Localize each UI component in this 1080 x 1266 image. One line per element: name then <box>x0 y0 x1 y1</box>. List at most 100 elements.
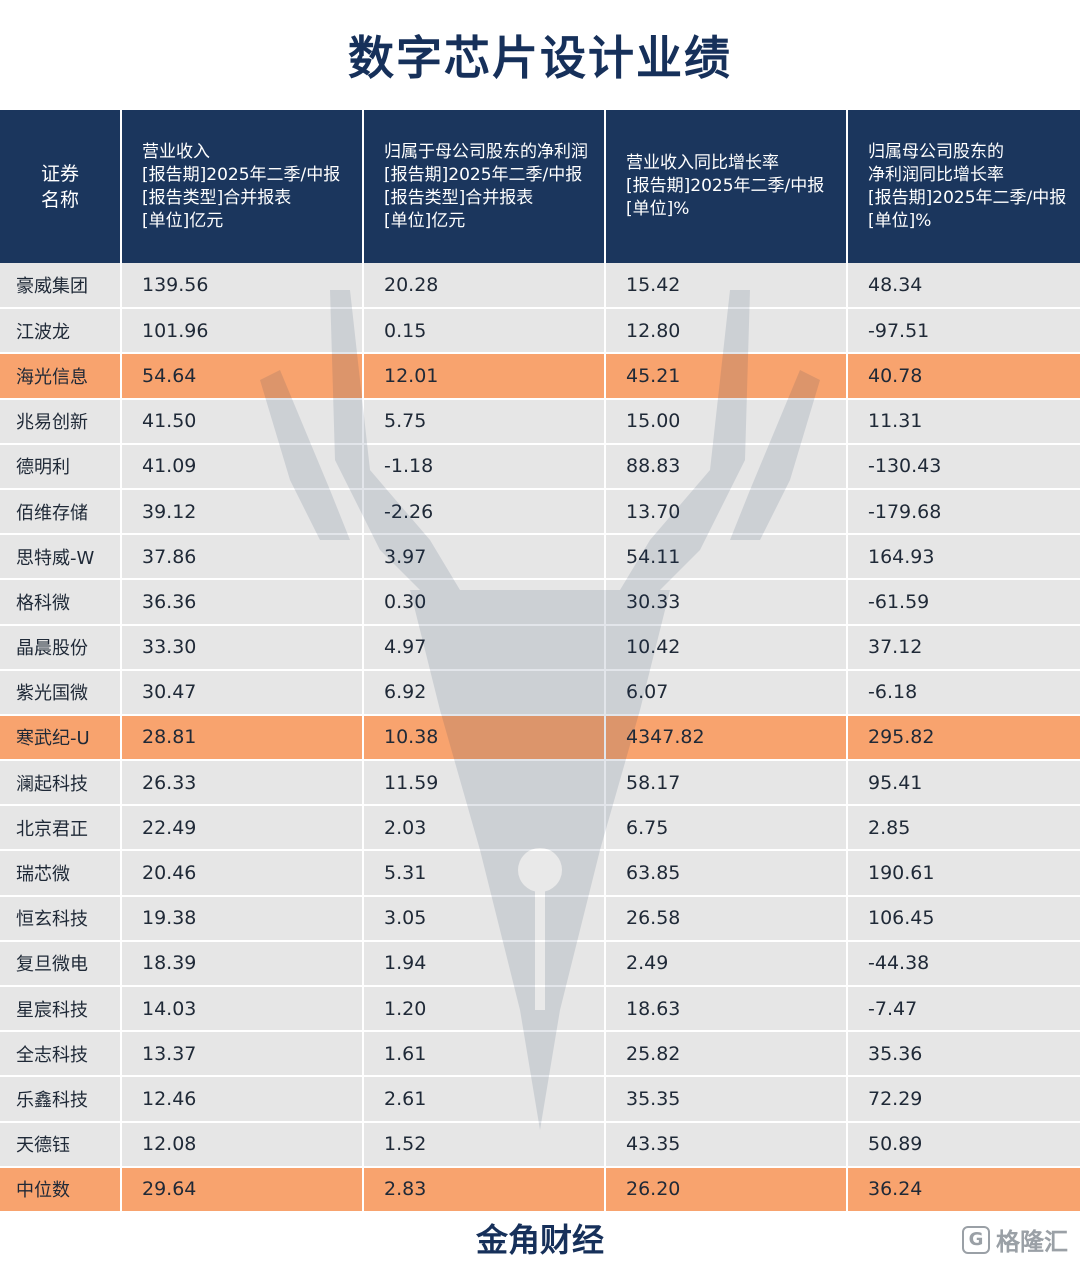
net-profit-cell: 0.15 <box>363 308 606 355</box>
profit-growth-cell: 36.24 <box>847 1166 1080 1213</box>
revenue-cell: 54.64 <box>121 353 364 400</box>
table-row: 澜起科技 26.33 11.59 58.17 95.41 <box>0 760 1080 807</box>
security-name-cell: 复旦微电 <box>0 940 122 988</box>
profit-growth-cell: -7.47 <box>847 986 1080 1033</box>
table-row: 瑞芯微 20.46 5.31 63.85 190.61 <box>0 850 1080 897</box>
profit-growth-cell: -44.38 <box>847 940 1080 988</box>
revenue-growth-cell: 6.75 <box>605 805 848 852</box>
security-name-cell: 豪威集团 <box>0 263 122 310</box>
revenue-growth-cell: 63.85 <box>605 850 848 897</box>
revenue-cell: 41.50 <box>121 398 364 445</box>
security-name-cell: 江波龙 <box>0 308 122 355</box>
table-row-highlighted: 寒武纪-U 28.81 10.38 4347.82 295.82 <box>0 714 1080 762</box>
watermark-brand: G 格隆汇 <box>962 1222 1068 1257</box>
net-profit-cell: 11.59 <box>363 760 606 807</box>
header-line: [单位]亿元 <box>384 210 466 231</box>
footer-brand: 金角财经 <box>475 1221 604 1259</box>
net-profit-cell: 3.97 <box>363 534 606 581</box>
header-line: [报告期]2025年二季/中报 <box>868 187 1067 208</box>
security-name-cell: 瑞芯微 <box>0 850 122 897</box>
security-name-cell: 佰维存储 <box>0 488 122 536</box>
table-row: 复旦微电 18.39 1.94 2.49 -44.38 <box>0 940 1080 988</box>
table-row: 德明利 41.09 -1.18 88.83 -130.43 <box>0 443 1080 490</box>
header-line: 证券 <box>40 162 79 185</box>
column-header-4: 归属母公司股东的 净利润同比增长率 [报告期]2025年二季/中报 [单位]% <box>847 110 1080 263</box>
revenue-growth-cell: 35.35 <box>605 1076 848 1123</box>
net-profit-cell: -1.18 <box>363 443 606 490</box>
security-name-cell: 格科微 <box>0 579 122 626</box>
profit-growth-cell: 37.12 <box>847 624 1080 671</box>
header-line: [报告期]2025年二季/中报 <box>142 164 341 185</box>
security-name-cell: 紫光国微 <box>0 669 122 716</box>
security-name-cell: 德明利 <box>0 443 122 490</box>
table-row: 紫光国微 30.47 6.92 6.07 -6.18 <box>0 669 1080 716</box>
table-row-highlighted: 海光信息 54.64 12.01 45.21 40.78 <box>0 353 1080 400</box>
revenue-cell: 37.86 <box>121 534 364 581</box>
profit-growth-cell: 95.41 <box>847 760 1080 807</box>
column-header-0: 证券 名称 <box>0 110 122 263</box>
table-row: 星宸科技 14.03 1.20 18.63 -7.47 <box>0 986 1080 1033</box>
revenue-cell: 19.38 <box>121 895 364 942</box>
revenue-growth-cell: 15.42 <box>605 263 848 310</box>
header-line: [报告期]2025年二季/中报 <box>626 176 825 196</box>
profit-growth-cell: 35.36 <box>847 1031 1080 1078</box>
revenue-growth-cell: 18.63 <box>605 986 848 1033</box>
table-row: 佰维存储 39.12 -2.26 13.70 -179.68 <box>0 488 1080 536</box>
table-row: 恒玄科技 19.38 3.05 26.58 106.45 <box>0 895 1080 942</box>
security-name-cell: 晶晨股份 <box>0 624 122 671</box>
net-profit-cell: 6.92 <box>363 669 606 716</box>
security-name-cell: 中位数 <box>0 1166 122 1213</box>
profit-growth-cell: 50.89 <box>847 1121 1080 1168</box>
profit-growth-cell: 11.31 <box>847 398 1080 445</box>
table-row: 北京君正 22.49 2.03 6.75 2.85 <box>0 805 1080 852</box>
profit-growth-cell: 2.85 <box>847 805 1080 852</box>
net-profit-cell: 4.97 <box>363 624 606 671</box>
table-body: 豪威集团 139.56 20.28 15.42 48.34 江波龙 101.96 0.15 12… <box>0 263 1080 1213</box>
security-name-cell: 澜起科技 <box>0 760 122 807</box>
revenue-cell: 28.81 <box>121 714 364 762</box>
table-row: 天德钰 12.08 1.52 43.35 50.89 <box>0 1121 1080 1168</box>
column-header-1: 营业收入 [报告期]2025年二季/中报 [报告类型]合并报表 [单位]亿元 <box>121 110 364 263</box>
revenue-growth-cell: 58.17 <box>605 760 848 807</box>
revenue-cell: 36.36 <box>121 579 364 626</box>
revenue-growth-cell: 26.58 <box>605 895 848 942</box>
net-profit-cell: 3.05 <box>363 895 606 942</box>
revenue-growth-cell: 30.33 <box>605 579 848 626</box>
header-line: [单位]% <box>626 199 690 219</box>
revenue-growth-cell: 45.21 <box>605 353 848 400</box>
brand-text: 格隆汇 <box>996 1228 1068 1256</box>
table-row: 兆易创新 41.50 5.75 15.00 11.31 <box>0 398 1080 445</box>
net-profit-cell: 1.61 <box>363 1031 606 1078</box>
revenue-growth-cell: 25.82 <box>605 1031 848 1078</box>
revenue-cell: 30.47 <box>121 669 364 716</box>
header-line: [单位]% <box>868 210 932 231</box>
revenue-growth-cell: 88.83 <box>605 443 848 490</box>
security-name-cell: 乐鑫科技 <box>0 1076 122 1123</box>
net-profit-cell: -2.26 <box>363 488 606 536</box>
column-header-2: 归属于母公司股东的净利润 [报告期]2025年二季/中报 [报告类型]合并报表 [单位… <box>363 110 606 263</box>
table-row: 豪威集团 139.56 20.28 15.42 48.34 <box>0 263 1080 310</box>
security-name-cell: 兆易创新 <box>0 398 122 445</box>
revenue-cell: 29.64 <box>121 1166 364 1213</box>
revenue-cell: 33.30 <box>121 624 364 671</box>
profit-growth-cell: 295.82 <box>847 714 1080 762</box>
profit-growth-cell: 106.45 <box>847 895 1080 942</box>
revenue-cell: 18.39 <box>121 940 364 988</box>
profit-growth-cell: -6.18 <box>847 669 1080 716</box>
revenue-growth-cell: 4347.82 <box>605 714 848 762</box>
header-line: [报告期]2025年二季/中报 <box>384 164 583 185</box>
revenue-cell: 13.37 <box>121 1031 364 1078</box>
revenue-cell: 26.33 <box>121 760 364 807</box>
table-row: 思特威-W 37.86 3.97 54.11 164.93 <box>0 534 1080 581</box>
revenue-growth-cell: 2.49 <box>605 940 848 988</box>
revenue-cell: 14.03 <box>121 986 364 1033</box>
header-line: [单位]亿元 <box>142 210 224 231</box>
header-row: 证券 名称 营业收入 [报告期]2025年二季/中报 [报告类型]合并报表 [单位]亿元归… <box>0 110 1080 263</box>
net-profit-cell: 1.20 <box>363 986 606 1033</box>
profit-growth-cell: -179.68 <box>847 488 1080 536</box>
column-header-3: 营业收入同比增长率 [报告期]2025年二季/中报 [单位]% <box>605 110 848 263</box>
page-title: 数字芯片设计业绩 <box>348 31 732 85</box>
revenue-growth-cell: 13.70 <box>605 488 848 536</box>
revenue-growth-cell: 15.00 <box>605 398 848 445</box>
security-name-cell: 全志科技 <box>0 1031 122 1078</box>
